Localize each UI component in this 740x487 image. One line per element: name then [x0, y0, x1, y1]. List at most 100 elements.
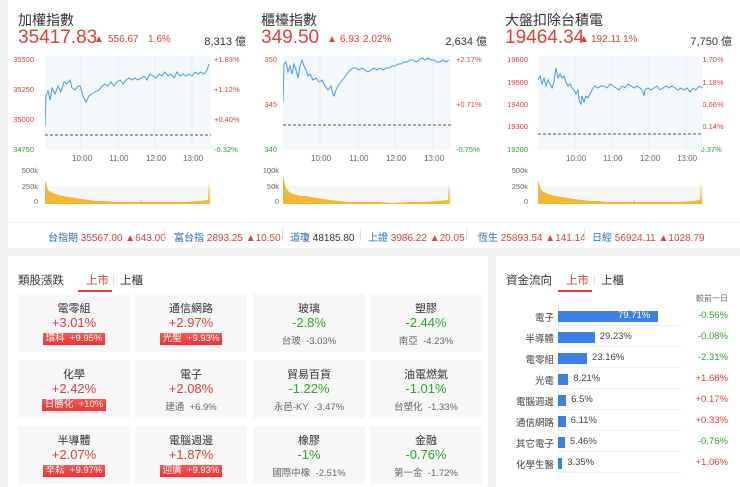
tab-listed[interactable]: 上市	[566, 273, 589, 287]
y-axis-label: 19200	[507, 145, 528, 154]
sector-tile[interactable]: 玻璃 -2.8% 台玻 -3.03%	[253, 294, 365, 352]
x-axis-label: 12:00	[386, 154, 407, 163]
sector-tile[interactable]: 通信網路 +2.97% 光聖 +9.93%	[135, 294, 247, 352]
ticker-item-nikkei[interactable]: 日經 56924.11 ▲1028.79	[592, 233, 705, 244]
sector-name: 金融	[415, 434, 437, 447]
volume-axis-label: 0	[33, 197, 38, 206]
top-stock-badge[interactable]: 日勝化 +10%	[41, 399, 107, 411]
ticker-item-hang-seng[interactable]: 恆生 25893.54 ▲141.14	[478, 233, 586, 244]
fund-share-bar	[558, 311, 658, 322]
sector-change-pct: -2.44%	[405, 315, 447, 330]
price-line-chart	[45, 56, 211, 150]
index-change-pct: 2.02%	[363, 34, 392, 45]
top-stock-badge[interactable]: 光聖 +9.93%	[159, 333, 223, 345]
change-vs-prev-day: +1.06%	[695, 457, 729, 468]
pct-axis-label: +1.70%	[698, 55, 724, 64]
fund-share-value: 3.35%	[567, 457, 595, 468]
divider	[282, 229, 283, 241]
x-axis-label: 11:00	[603, 154, 623, 163]
ticker-item-shanghai[interactable]: 上證 3986.22 ▲20.05	[368, 233, 465, 244]
tab-otc[interactable]: 上櫃	[120, 273, 143, 287]
chart-title: 櫃檯指數	[261, 13, 317, 29]
sector-tile[interactable]: 電子 +2.08% 建通 +6.9%	[135, 360, 247, 418]
trade-volume: 2,634 億	[445, 36, 487, 48]
chart-taiex-ex-tsmc[interactable]: 大盤扣除台積電 19464.34 ▲ 192.11 1% 7,750 億 196…	[498, 0, 738, 220]
pct-axis-label: +0.14%	[698, 122, 724, 131]
fund-flow-row[interactable]: 通信網路 6.11% +0.33%	[496, 411, 740, 431]
top-stock[interactable]: 建通 +6.9%	[165, 402, 217, 413]
change-vs-prev-day: +0.33%	[695, 415, 729, 426]
chart-otc-index[interactable]: 櫃檯指數 349.50 ▲ 6.93 2.02% 2,634 億 350 345…	[253, 0, 493, 220]
change-vs-prev-day: -0.08%	[697, 331, 728, 342]
sector-tile[interactable]: 貿易百貨 -1.22% 永邑-KY -3.47%	[253, 360, 365, 418]
sector-name: 半導體	[57, 434, 91, 447]
sector-label: 電零組	[525, 355, 554, 366]
top-stock[interactable]: 南亞 -4.23%	[398, 336, 454, 347]
index-change: 6.93	[340, 34, 360, 45]
sector-tile[interactable]: 油電燃氣 -1.01% 台塑化 -1.33%	[370, 360, 482, 418]
pct-axis-label: +0.66%	[698, 100, 724, 109]
sector-change-pct: -0.76%	[405, 447, 447, 462]
column-header-vs-prev-day: 較前一日	[696, 294, 728, 303]
sector-change-pct: +2.42%	[51, 381, 97, 396]
tab-listed[interactable]: 上市	[86, 273, 109, 287]
sector-label: 其它電子	[515, 439, 554, 450]
ticker-item-dow-jones[interactable]: 道瓊 48185.80	[290, 233, 355, 244]
price-line-chart	[283, 56, 451, 150]
top-stock[interactable]: 台玻 -3.03%	[281, 336, 337, 347]
pct-axis-label: +0.71%	[456, 100, 482, 109]
ticker-item-msci-taiwan[interactable]: 富台指 2893.25 ▲10.50	[174, 233, 281, 244]
pct-axis-label: +1.83%	[214, 55, 240, 64]
top-stock[interactable]: 台塑化 -1.33%	[394, 402, 458, 413]
sector-tile[interactable]: 電腦週邊 +1.87% 迎廣 +9.93%	[135, 426, 247, 484]
top-stock-badge[interactable]: 迎廣 +9.93%	[159, 465, 223, 477]
x-axis-label: 12:00	[146, 154, 167, 163]
tab-otc[interactable]: 上櫃	[601, 273, 624, 287]
fund-share-value: 6.5%	[571, 394, 593, 405]
sector-tile[interactable]: 電零組 +3.01% 環科 +9.95%	[18, 294, 130, 352]
fund-flow-row[interactable]: 其它電子 5.46% -0.76%	[496, 432, 740, 452]
fund-share-value: 29.23%	[599, 331, 632, 342]
sector-tile[interactable]: 塑膠 -2.44% 南亞 -4.23%	[370, 294, 482, 352]
fund-flow-row[interactable]: 電零組 23.16% -2.31%	[496, 348, 740, 368]
volume-axis-label: 0	[523, 197, 528, 206]
top-stock[interactable]: 永邑-KY -3.47%	[273, 402, 345, 413]
index-change-pct: 1%	[623, 34, 638, 45]
ticker-item-tx-futures[interactable]: 台指期 35567.00 ▲643.00	[48, 233, 166, 244]
sector-tile[interactable]: 金融 -0.76% 第一金 -1.72%	[370, 426, 482, 484]
chart-title: 加權指數	[18, 13, 74, 29]
sector-tile[interactable]: 橡膠 -1% 國際中橡 -2.51%	[253, 426, 365, 484]
sector-name: 塑膠	[415, 302, 437, 315]
fund-share-value: 79.71%	[618, 310, 651, 321]
divider	[113, 275, 114, 285]
top-stock[interactable]: 國際中橡 -2.51%	[272, 468, 346, 479]
sector-tile[interactable]: 化學 +2.42% 日勝化 +10%	[18, 360, 130, 418]
top-stock-badge[interactable]: 環科 +9.95%	[42, 333, 106, 345]
index-change-pct: 1.6%	[148, 34, 171, 45]
fund-share-bar	[558, 353, 588, 364]
sector-tile[interactable]: 半導體 +2.07% 辛耘 +9.97%	[18, 426, 130, 484]
top-stock-badge[interactable]: 辛耘 +9.97%	[42, 465, 106, 477]
row-divider	[558, 472, 682, 473]
fund-flow-row[interactable]: 電子 79.71% -0.56%	[496, 306, 740, 326]
fund-flow-row[interactable]: 電腦週邊 6.5% +0.17%	[496, 390, 740, 410]
fund-flow-row[interactable]: 光電 8.21% +1.68%	[496, 369, 740, 389]
fund-share-value: 8.21%	[573, 373, 601, 384]
sector-label: 半導體	[525, 334, 554, 345]
fund-flow-row[interactable]: 化學生醫 3.35% +1.06%	[496, 453, 740, 473]
sector-change-pct: -1.22%	[288, 381, 330, 396]
active-tab-indicator	[558, 290, 592, 292]
section-title: 類股漲跌	[18, 273, 64, 287]
change-vs-prev-day: -0.56%	[697, 310, 728, 321]
fund-flow-row[interactable]: 半導體 29.23% -0.08%	[496, 327, 740, 347]
chart-taiex[interactable]: 加權指數 35417.83 ▲ 556.67 1.6% 8,313 億 3550…	[8, 0, 248, 220]
sector-change-pct: -2.8%	[292, 315, 326, 330]
top-stock[interactable]: 第一金 -1.72%	[394, 468, 458, 479]
sector-name: 電子	[180, 368, 202, 381]
sector-change-pct: -1%	[297, 447, 321, 462]
x-axis-label: 13:00	[677, 154, 698, 163]
volume-axis-label: 100k	[262, 166, 279, 175]
y-axis-label: 19500	[507, 78, 528, 87]
volume-axis-label: 500k	[511, 166, 528, 175]
sector-change-pct: +2.08%	[168, 381, 214, 396]
